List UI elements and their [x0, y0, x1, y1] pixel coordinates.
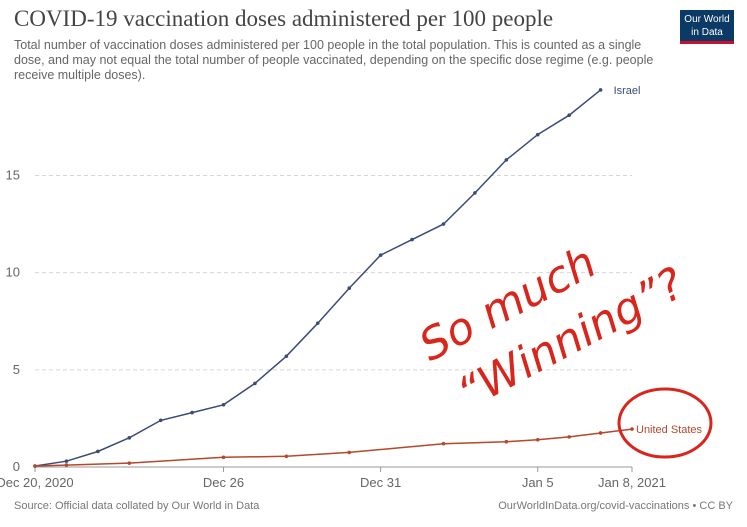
- series-label: United States: [636, 424, 703, 436]
- data-point: [504, 158, 509, 162]
- data-point: [630, 427, 634, 431]
- data-point: [598, 431, 603, 435]
- series-layer: [33, 88, 634, 468]
- data-point: [221, 403, 226, 407]
- data-point: [410, 237, 414, 242]
- data-point: [535, 132, 540, 137]
- data-point: [347, 450, 352, 455]
- data-point: [473, 191, 477, 195]
- data-point: [567, 113, 571, 118]
- credit-link[interactable]: OurWorldInData.org/covid-vaccinations • …: [498, 500, 733, 512]
- data-point: [315, 321, 320, 325]
- logo-line-1: Our World: [684, 14, 730, 25]
- data-point: [284, 354, 289, 359]
- y-tick-label: 5: [13, 362, 20, 377]
- chart-subtitle: Total number of vaccination doses admini…: [14, 38, 654, 82]
- x-tick-label: Jan 8, 2021: [598, 475, 666, 490]
- data-point: [347, 286, 352, 290]
- data-point: [127, 461, 132, 465]
- x-tick-label: Jan 5: [522, 475, 554, 490]
- series-label: Israel: [614, 85, 641, 97]
- x-tick-label: Dec 26: [203, 475, 244, 490]
- data-point: [221, 455, 226, 460]
- data-point: [253, 381, 257, 386]
- data-point: [127, 436, 132, 440]
- data-point: [441, 222, 446, 226]
- data-point: [64, 463, 69, 467]
- grid-lines: [35, 174, 632, 371]
- data-point: [96, 449, 100, 454]
- data-point: [284, 454, 289, 459]
- chart-title: COVID-19 vaccination doses administered …: [14, 6, 554, 31]
- data-point: [64, 459, 69, 463]
- data-point: [378, 253, 383, 257]
- source-note: Source: Official data collated by Our Wo…: [14, 500, 260, 512]
- series-line-united-states: [34, 428, 633, 467]
- y-tick-label: 15: [6, 167, 20, 182]
- annotation-circle: [617, 387, 713, 459]
- x-tick-label: Dec 31: [360, 475, 401, 490]
- data-point: [33, 464, 37, 468]
- data-point: [598, 88, 603, 92]
- data-point: [441, 441, 446, 446]
- y-tick-label: 0: [13, 459, 20, 474]
- data-point: [567, 435, 571, 439]
- data-point: [158, 418, 163, 423]
- y-tick-label: 10: [6, 265, 20, 280]
- x-tick-label: Dec 20, 2020: [0, 475, 74, 490]
- data-point: [535, 437, 540, 442]
- data-point: [504, 439, 509, 444]
- axes: 0 5 10 15 Dec 20, 2020 Dec 26 Dec 31 Jan 5 Jan 8…: [0, 167, 666, 490]
- data-point: [190, 410, 194, 415]
- series-labels: Israel United States: [614, 85, 703, 436]
- logo-line-2: in Data: [691, 27, 723, 38]
- owid-logo[interactable]: Our World in Data: [680, 10, 734, 44]
